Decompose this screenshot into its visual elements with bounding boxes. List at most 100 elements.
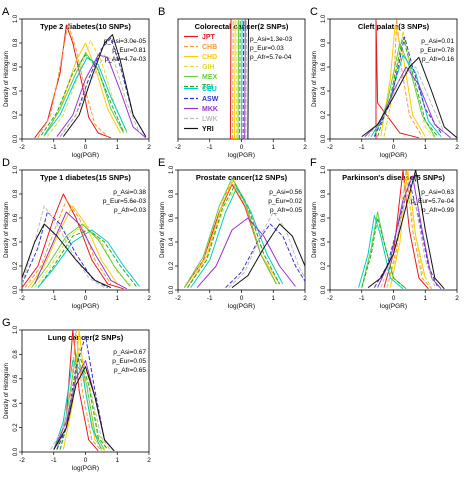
series-line-LWK	[50, 372, 112, 452]
series-line-YRI	[231, 223, 305, 288]
x-axis-label: log(PGR)	[72, 152, 99, 159]
legend-item-MKK: MKK	[184, 106, 218, 113]
legend-item-MEX: MEX	[184, 74, 218, 81]
panel-letter: E	[158, 157, 165, 169]
legend-label: MEX	[202, 74, 218, 81]
legend-item-CEU: CEU	[184, 86, 217, 93]
y-tick-label: 0.8	[321, 38, 327, 47]
panel-F: F Parkinson's disease(5 SNPs) -2 -1 0 1 2 log(P…	[310, 157, 459, 310]
p-value-annotation: p_Afr=4.7e-03	[105, 56, 147, 63]
x-axis-label: log(PGR)	[228, 303, 255, 310]
series-line-CHD	[380, 24, 426, 137]
p-value-annotation: p_Eur=5.7e-04	[411, 198, 455, 205]
series-line-YRI	[367, 170, 445, 290]
y-axis-label: Density of Histogram	[312, 51, 318, 107]
x-tick-label: 0	[392, 144, 396, 151]
x-tick-label: 2	[147, 457, 151, 464]
legend-item-TSI: TSI	[184, 84, 213, 91]
series-line-ASW	[22, 211, 108, 289]
x-tick-label: 1	[271, 144, 275, 151]
legend-item-CHD: CHD	[184, 54, 217, 61]
y-tick-label: 0.4	[13, 86, 19, 95]
legend-label: ASW	[202, 96, 219, 103]
series-group	[183, 177, 305, 288]
y-tick-label: 0.4	[321, 86, 327, 95]
series-line-GIH	[46, 40, 128, 137]
legend-label: CHB	[202, 44, 217, 51]
y-tick-label: 0.0	[13, 134, 19, 143]
panel-title: Type 2 diabetes(10 SNPs)	[40, 22, 131, 31]
panel-letter: F	[310, 157, 317, 169]
p-value-annotation: p_Afr=0.65	[114, 367, 146, 374]
panel-letter: C	[310, 6, 318, 18]
x-tick-label: 2	[455, 144, 459, 151]
series-line-CHB	[232, 19, 234, 139]
x-axis-label: log(PGR)	[380, 152, 407, 159]
series-line-CHB	[37, 23, 109, 139]
y-tick-label: 0.2	[321, 261, 327, 270]
p-value-annotation: p_Afr=5.7e-04	[250, 54, 292, 61]
series-line-CEU	[43, 56, 128, 136]
panel-letter: A	[2, 6, 10, 18]
y-tick-label: 0.6	[321, 213, 327, 222]
x-tick-label: 2	[455, 295, 459, 302]
y-tick-label: 0.2	[13, 110, 19, 119]
panel-title: Type 1 diabetes(15 SNPs)	[40, 173, 131, 182]
plot-frame	[329, 18, 458, 140]
x-tick-label: -1	[207, 144, 213, 151]
series-line-CEU	[37, 229, 140, 288]
y-tick-label: 0.0	[321, 134, 327, 143]
series-line-JPT	[229, 19, 232, 139]
series-group	[358, 170, 445, 290]
x-tick-label: 0	[84, 457, 88, 464]
x-tick-label: -1	[359, 144, 365, 151]
p-value-annotation: p_Afr=0.03	[114, 207, 146, 214]
y-tick-label: 1.0	[13, 14, 19, 23]
legend-label: MKK	[202, 106, 218, 113]
y-tick-label: 0.8	[169, 189, 175, 198]
x-tick-label: -1	[359, 295, 365, 302]
x-tick-label: 1	[115, 295, 119, 302]
x-tick-label: -1	[51, 144, 57, 151]
y-tick-label: 0.2	[13, 423, 19, 432]
panel-D: D Type 1 diabetes(15 SNPs) -2 -1 0 1 2 log(PGR)…	[2, 157, 151, 310]
series-line-TSI	[37, 229, 137, 288]
legend-label: LWK	[202, 116, 218, 123]
series-line-CHB	[59, 330, 102, 452]
legend-item-LWK: LWK	[184, 116, 218, 123]
series-line-MKK	[56, 54, 147, 139]
series-line-CHD	[389, 170, 426, 288]
series-line-CHD	[27, 205, 118, 288]
y-tick-label: 1.0	[321, 14, 327, 23]
y-tick-label: 0.0	[169, 285, 175, 294]
series-line-MKK	[364, 66, 451, 139]
x-tick-label: 0	[240, 295, 244, 302]
x-tick-label: 0	[392, 295, 396, 302]
y-tick-label: 0.4	[321, 237, 327, 246]
x-tick-label: 2	[147, 144, 151, 151]
series-line-YRI	[53, 366, 115, 452]
p-value-annotation: p_Eur=0.02	[268, 198, 302, 205]
p-value-annotation: p_Afr=0.05	[270, 207, 302, 214]
series-line-CEU	[241, 19, 243, 139]
x-tick-label: 1	[115, 457, 119, 464]
panel-A: A Type 2 diabetes(10 SNPs) -2 -1 0 1 2 log(PGR)…	[2, 6, 151, 159]
p-value-annotation: p_Asi=0.63	[421, 189, 454, 196]
legend-item-YRI: YRI	[184, 126, 214, 133]
series-line-CEU	[53, 360, 102, 450]
y-tick-label: 1.0	[13, 325, 19, 334]
y-axis-label: Density of Histogram	[160, 202, 166, 258]
legend-label: GIH	[202, 64, 214, 71]
series-line-GIH	[34, 223, 134, 288]
y-tick-label: 0.8	[321, 189, 327, 198]
y-tick-label: 0.4	[13, 237, 19, 246]
x-tick-label: 0	[240, 144, 244, 151]
series-line-MEX	[237, 19, 240, 139]
y-tick-label: 0.4	[169, 237, 175, 246]
series-line-TSI	[377, 36, 439, 137]
p-value-annotation: p_Eur=0.05	[112, 358, 146, 365]
series-group	[34, 23, 147, 139]
p-value-annotation: p_Asi=0.56	[269, 189, 302, 196]
